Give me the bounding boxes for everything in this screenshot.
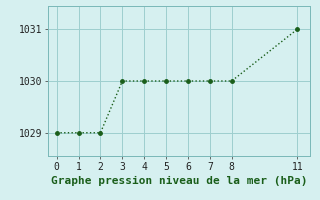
X-axis label: Graphe pression niveau de la mer (hPa): Graphe pression niveau de la mer (hPa): [51, 176, 308, 186]
